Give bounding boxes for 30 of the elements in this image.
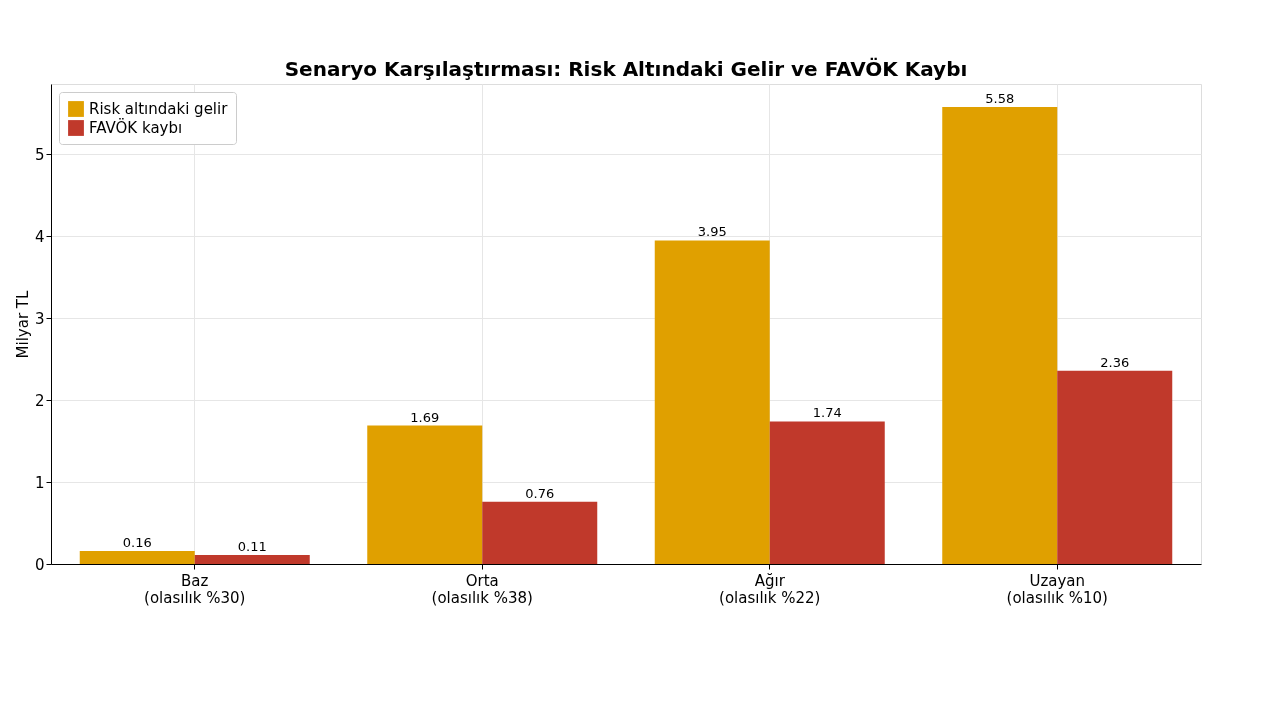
bar bbox=[942, 106, 1058, 564]
bar bbox=[482, 501, 598, 564]
x-tick-label: Orta (olasılık %38) bbox=[431, 571, 533, 607]
x-tick-label: Baz (olasılık %30) bbox=[144, 571, 246, 607]
bar bbox=[654, 240, 770, 564]
bar bbox=[194, 554, 310, 564]
x-tick-label: Ağır (olasılık %22) bbox=[719, 571, 821, 607]
data-label: 1.69 bbox=[410, 409, 440, 425]
data-label: 2.36 bbox=[1100, 354, 1130, 370]
data-label: 0.16 bbox=[122, 534, 152, 550]
y-tick-label: 1 bbox=[34, 473, 45, 492]
y-tick-label: 3 bbox=[34, 309, 45, 328]
bar bbox=[769, 421, 885, 564]
y-tick-label: 4 bbox=[34, 227, 45, 246]
x-tick-label: Uzayan (olasılık %10) bbox=[1006, 571, 1108, 607]
chart-title: Senaryo Karşılaştırması: Risk Altındaki Gelir ve FAVÖK Kaybı bbox=[284, 57, 968, 81]
y-axis-title: Milyar TL bbox=[13, 289, 32, 359]
bar bbox=[1057, 370, 1173, 564]
bar bbox=[367, 425, 483, 564]
y-tick-label: 2 bbox=[34, 391, 45, 410]
data-label: 3.95 bbox=[697, 224, 727, 240]
y-tick-label: 0 bbox=[34, 555, 45, 574]
bar bbox=[79, 550, 195, 564]
data-label: 1.74 bbox=[812, 405, 842, 421]
data-label: 0.76 bbox=[525, 485, 555, 501]
y-tick-label: 5 bbox=[34, 145, 45, 164]
legend-label: Risk altındaki gelir bbox=[89, 100, 229, 118]
legend-label: FAVÖK kaybı bbox=[89, 118, 183, 137]
data-label: 5.58 bbox=[985, 90, 1015, 106]
data-label: 0.11 bbox=[237, 538, 267, 554]
